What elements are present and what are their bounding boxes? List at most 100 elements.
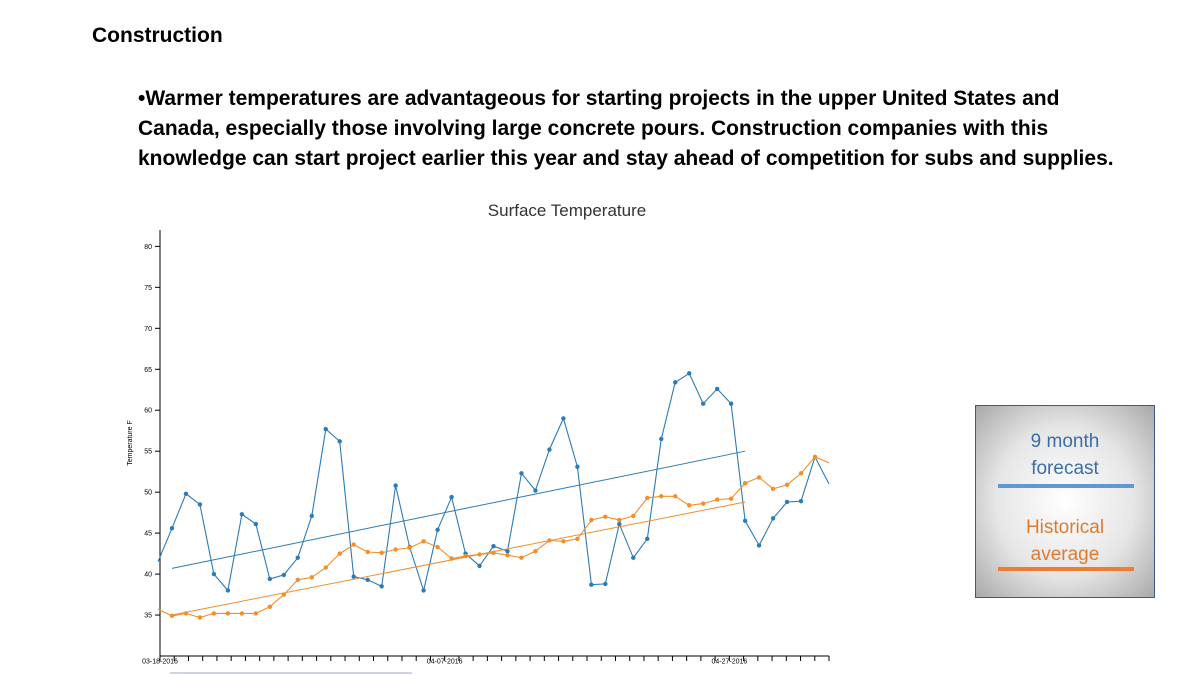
historical-point	[407, 545, 412, 551]
historical-point	[603, 514, 608, 519]
forecast-point	[603, 581, 608, 587]
forecast-point	[337, 439, 342, 444]
x-tick-label: 03-18-2016	[142, 659, 178, 666]
forecast-trend-line	[171, 450, 746, 569]
forecast-point	[323, 426, 328, 432]
forecast-point	[253, 521, 259, 527]
forecast-point	[505, 548, 510, 554]
historical-point	[337, 551, 342, 556]
historical-point	[477, 552, 482, 557]
y-axis-label: Temperature F	[127, 420, 134, 466]
y-tick-label: 60	[144, 408, 152, 415]
forecast-point	[281, 572, 287, 578]
forecast-point	[617, 521, 622, 527]
historical-point	[728, 496, 734, 501]
legend-historical-line	[998, 567, 1134, 571]
chart-title: Surface Temperature	[488, 201, 646, 220]
forecast-point	[561, 416, 566, 421]
x-tick-label: 04-27-2016	[711, 659, 747, 666]
surface-temperature-chart: Surface Temperature Temperature F 35 40 45 50…	[127, 201, 830, 674]
forecast-point	[295, 555, 300, 560]
historical-point	[211, 611, 217, 616]
historical-point	[687, 503, 692, 508]
forecast-point	[533, 488, 538, 493]
forecast-point	[351, 574, 356, 579]
forecast-point	[309, 513, 314, 519]
forecast-point	[728, 401, 734, 406]
y-tick-label: 50	[144, 490, 152, 497]
forecast-point	[239, 512, 245, 517]
y-tick-label: 55	[144, 449, 152, 456]
slide-heading: Construction	[92, 24, 223, 47]
historical-point	[463, 553, 468, 559]
y-tick-label: 75	[144, 285, 152, 292]
forecast-point	[547, 447, 552, 452]
historical-point	[379, 550, 384, 555]
historical-point	[309, 575, 314, 580]
historical-point	[253, 611, 259, 616]
forecast-point	[491, 544, 496, 549]
legend-historical-label: Historical average	[1025, 517, 1105, 565]
legend-box: 9 month forecast Historical average	[975, 405, 1155, 598]
forecast-point	[742, 518, 748, 524]
historical-point	[631, 513, 636, 519]
forecast-point	[183, 491, 189, 496]
forecast-point	[659, 436, 664, 442]
historical-point	[435, 544, 440, 550]
historical-point	[645, 495, 650, 501]
historical-point	[169, 613, 175, 619]
legend-forecast-label: 9 month forecast	[1030, 431, 1100, 479]
forecast-point	[365, 577, 370, 583]
y-tick-label: 80	[144, 244, 152, 251]
bullet-text: •Warmer temperatures are advantageous fo…	[138, 87, 1114, 170]
historical-point	[770, 486, 776, 492]
forecast-point	[169, 526, 175, 531]
forecast-point	[673, 380, 678, 385]
historical-point	[617, 517, 622, 523]
forecast-point	[435, 527, 440, 533]
forecast-point	[225, 588, 231, 593]
forecast-point	[575, 464, 580, 469]
historical-point	[505, 553, 510, 558]
forecast-point	[197, 502, 203, 507]
forecast-point	[421, 588, 426, 593]
forecast-point	[756, 543, 762, 548]
historical-point	[798, 471, 804, 476]
historical-trend-line	[171, 501, 746, 616]
historical-point	[421, 539, 426, 544]
historical-point	[700, 501, 706, 506]
historical-point	[365, 549, 370, 555]
historical-point	[323, 565, 328, 570]
historical-point	[281, 592, 287, 597]
forecast-point	[798, 498, 804, 504]
historical-point	[491, 550, 496, 555]
forecast-series-line	[157, 372, 830, 593]
forecast-point	[700, 401, 706, 406]
historical-point	[295, 577, 300, 583]
historical-point	[561, 539, 566, 544]
historical-point	[784, 482, 790, 487]
forecast-point	[379, 584, 384, 589]
forecast-point	[631, 555, 636, 560]
forecast-point	[770, 516, 776, 521]
historical-point	[742, 480, 748, 486]
forecast-point	[687, 371, 692, 376]
historical-point	[589, 517, 594, 523]
y-tick-label: 40	[144, 572, 152, 579]
forecast-point	[449, 494, 454, 500]
historical-point	[575, 536, 580, 542]
historical-point	[351, 542, 356, 547]
historical-point	[714, 497, 720, 502]
forecast-point	[211, 571, 217, 577]
historical-point	[239, 611, 245, 616]
y-tick-label: 35	[144, 613, 152, 620]
historical-point	[547, 538, 552, 543]
y-tick-label: 45	[144, 531, 152, 538]
forecast-point	[714, 386, 720, 392]
forecast-point	[519, 471, 524, 476]
historical-point	[267, 604, 273, 610]
forecast-point	[477, 563, 482, 569]
historical-point	[519, 555, 524, 560]
historical-point	[533, 548, 538, 554]
legend-forecast-line	[998, 484, 1134, 488]
